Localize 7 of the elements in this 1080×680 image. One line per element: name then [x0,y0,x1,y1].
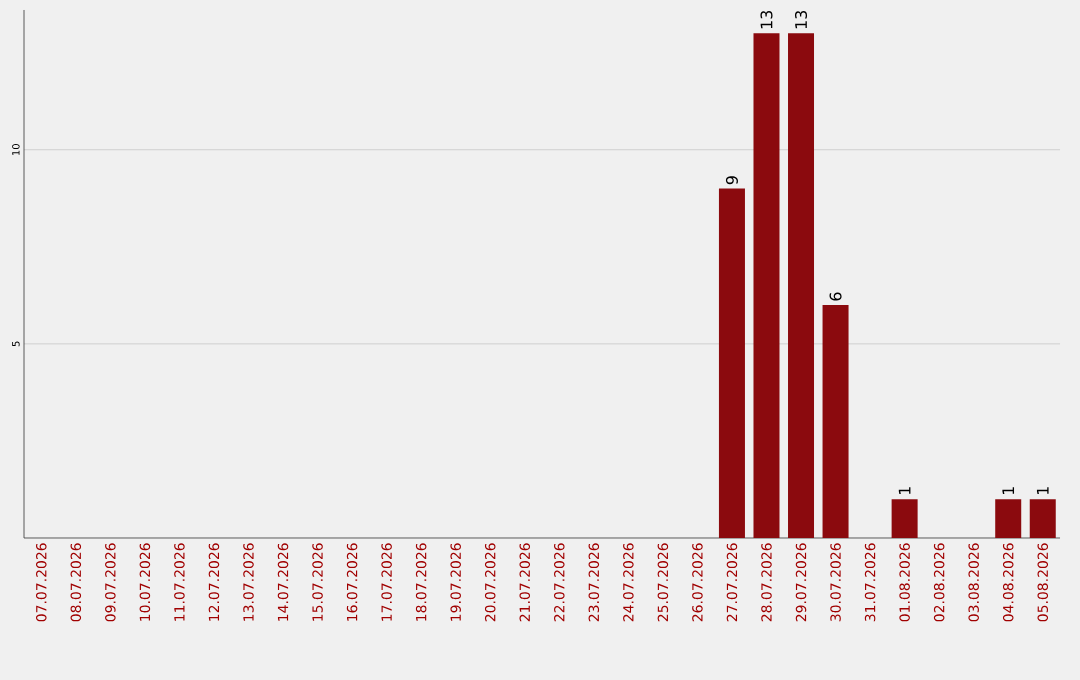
bar [788,33,815,538]
bar [822,305,849,538]
bar [995,499,1022,538]
bar [1029,499,1056,538]
bar [718,188,745,538]
bar [891,499,918,538]
bar [753,33,780,538]
